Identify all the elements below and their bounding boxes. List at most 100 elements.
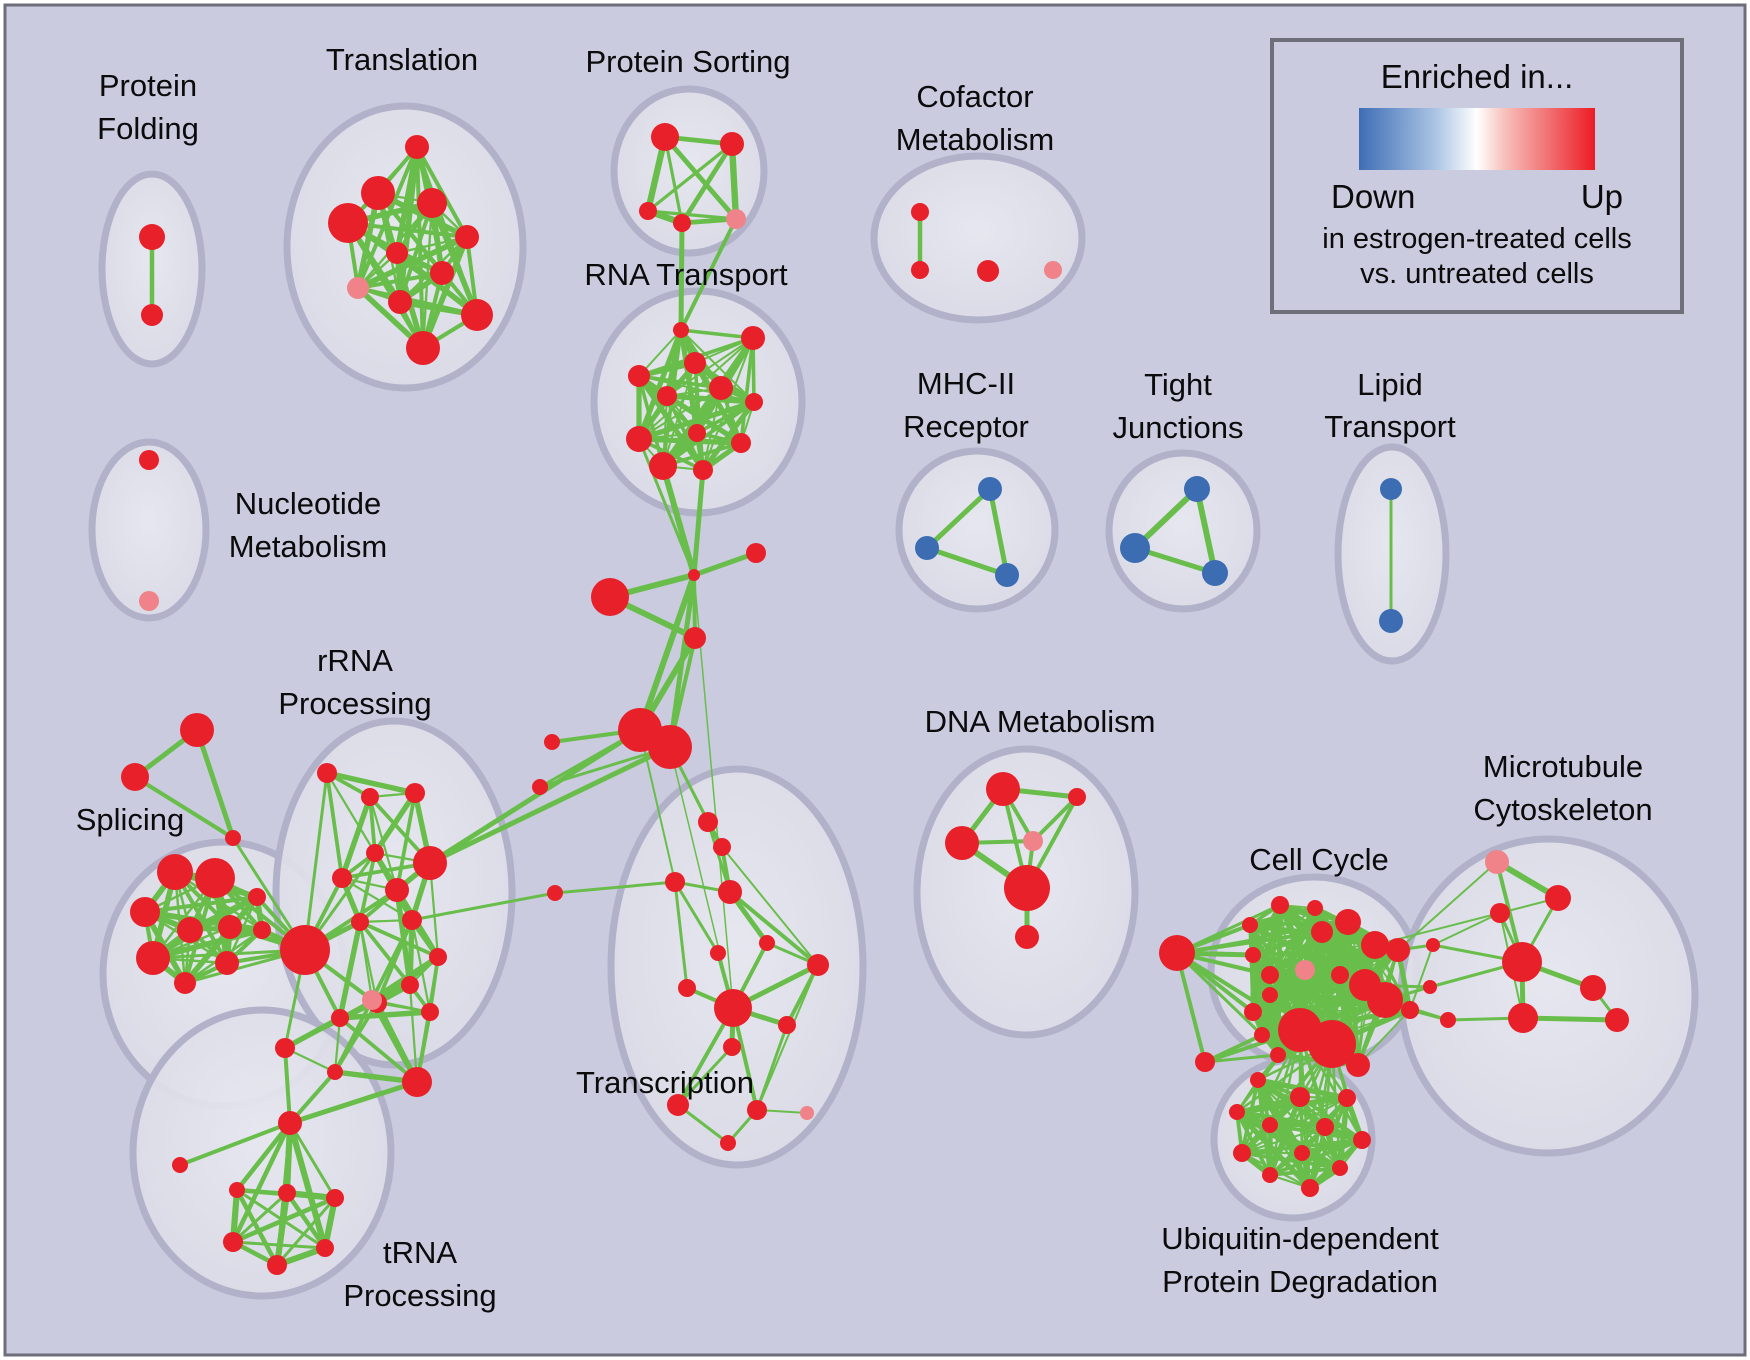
- rrna-processing-edge: [339, 794, 373, 881]
- rrna-processing-edge: [372, 790, 418, 856]
- ubiquitin-degradation-node: [1233, 1144, 1251, 1162]
- bridge-gene-set-node: [1423, 980, 1437, 994]
- bridge-edge: [1397, 861, 1498, 951]
- bridge-gene-set-node: [532, 779, 548, 795]
- ubiquitin-degradation-edge: [1234, 1095, 1350, 1115]
- bridge-edge: [660, 463, 697, 578]
- trna-processing-edge: [234, 1187, 280, 1268]
- rna-transport-node: [693, 460, 713, 480]
- transcription-node: [800, 1106, 814, 1120]
- protein-sorting-edge: [662, 134, 739, 222]
- protein-folding-node: [139, 224, 165, 250]
- translation-node: [405, 135, 429, 159]
- bridge-edge: [283, 1046, 292, 1125]
- bridge-gene-set-node: [180, 713, 214, 747]
- rna-transport-edge: [636, 327, 684, 442]
- rrna-processing-edge: [324, 770, 418, 796]
- ubiquitin-degradation-fan-edge: [1268, 1042, 1334, 1177]
- bridge-gene-set-node: [648, 725, 692, 769]
- ubiquitin-degradation-node: [1338, 1089, 1356, 1107]
- rrna-processing-edge: [369, 997, 420, 1085]
- ubiquitin-degradation-node: [1353, 1131, 1371, 1149]
- bridge-gene-set-node: [1440, 1012, 1456, 1028]
- transcription-node: [665, 872, 685, 892]
- cluster-label-rrna-processing-line2: Processing: [278, 686, 431, 721]
- translation-node: [347, 277, 369, 299]
- bridge-edge: [553, 880, 677, 895]
- cell-cycle-node: [1335, 909, 1361, 935]
- transcription-edge: [721, 846, 819, 966]
- cell-cycle-node: [1245, 947, 1261, 963]
- ubiquitin-degradation-node: [1301, 1179, 1319, 1197]
- cell-cycle-node: [1346, 1053, 1370, 1077]
- trna-processing-edge: [231, 1191, 289, 1244]
- transcription-edge: [756, 964, 819, 1111]
- trna-processing-edge: [234, 1120, 293, 1193]
- rrna-processing-node: [362, 990, 382, 1010]
- bridge-gene-set-node: [280, 925, 330, 975]
- translation-node: [455, 225, 479, 249]
- cell-cycle-node: [1244, 1003, 1262, 1021]
- bridge-edge: [178, 1121, 292, 1167]
- splicing-edge: [150, 894, 260, 961]
- rna-transport-edge: [638, 375, 755, 403]
- cluster-label-transcription-line1: Transcription: [576, 1065, 754, 1100]
- bridge-edge: [410, 891, 557, 922]
- rrna-processing-node: [429, 948, 447, 966]
- splicing-node: [248, 888, 266, 906]
- splicing-node: [130, 897, 160, 927]
- rna-transport-edge: [739, 336, 755, 445]
- ubiquitin-degradation-node: [1262, 1167, 1278, 1183]
- cell-cycle-node: [1295, 960, 1315, 980]
- cluster-ellipse-mhc-ii-receptor: [895, 447, 1059, 613]
- cell-cycle-node: [1262, 987, 1278, 1003]
- bridge-edge: [1203, 1053, 1280, 1064]
- bridge-edge: [194, 727, 236, 841]
- rrna-processing-edge: [358, 920, 412, 987]
- microtubule-cytoskeleton-node: [1580, 975, 1606, 1001]
- transcription-node: [778, 1016, 796, 1034]
- splicing-node: [174, 972, 196, 994]
- transcription-node: [678, 979, 696, 997]
- transcription-node: [714, 989, 752, 1027]
- cofactor-metabolism-node: [911, 261, 929, 279]
- protein-sorting-edge: [728, 140, 740, 223]
- rrna-processing-node: [327, 1064, 343, 1080]
- cluster-label-splicing-line1: Splicing: [76, 802, 185, 837]
- translation-edge: [356, 271, 444, 290]
- bridge-gene-set-node: [547, 885, 563, 901]
- trna-processing-node: [326, 1189, 344, 1207]
- cell-cycle-edge: [1250, 919, 1351, 958]
- cluster-label-lipid-transport-line2: Transport: [1324, 409, 1456, 444]
- dna-metabolism-node: [945, 826, 979, 860]
- rna-transport-edge: [636, 436, 744, 446]
- cluster-label-microtubule-cytoskeleton-line2: Cytoskeleton: [1473, 792, 1652, 827]
- translation-edge: [394, 250, 480, 318]
- mhc-ii-receptor-node: [995, 563, 1019, 587]
- rrna-processing-edge: [370, 918, 414, 1002]
- legend-box: Enriched in... Down Up in estrogen-treat…: [1270, 38, 1684, 314]
- rna-transport-node: [741, 326, 765, 350]
- rrna-processing-edge: [358, 851, 377, 924]
- tight-junctions-node: [1202, 560, 1228, 586]
- bridge-edge: [1409, 944, 1434, 1011]
- cell-cycle-edge: [1252, 907, 1316, 956]
- cluster-label-translation-line1: Translation: [326, 42, 478, 77]
- cell-cycle-node: [1261, 966, 1279, 984]
- rna-transport-edge: [664, 393, 757, 405]
- cell-cycle-edge: [1357, 1009, 1411, 1066]
- cluster-label-protein-folding-line1: Protein: [99, 68, 197, 103]
- rrna-processing-node: [351, 913, 369, 931]
- cluster-label-rna-transport-line1: RNA Transport: [584, 257, 788, 292]
- rrna-processing-node: [275, 1038, 295, 1058]
- rrna-processing-node: [317, 763, 337, 783]
- rna-transport-edge: [636, 399, 757, 442]
- ubiquitin-degradation-node: [1290, 1087, 1310, 1107]
- cluster-label-tight-junctions-line2: Junctions: [1113, 410, 1244, 445]
- trna-processing-edge: [288, 1121, 337, 1200]
- bridge-edge: [1175, 903, 1282, 955]
- trna-processing-node: [316, 1239, 334, 1257]
- translation-edge: [346, 221, 425, 350]
- bridge-edge: [133, 775, 235, 840]
- bridge-gene-set-node: [225, 830, 241, 846]
